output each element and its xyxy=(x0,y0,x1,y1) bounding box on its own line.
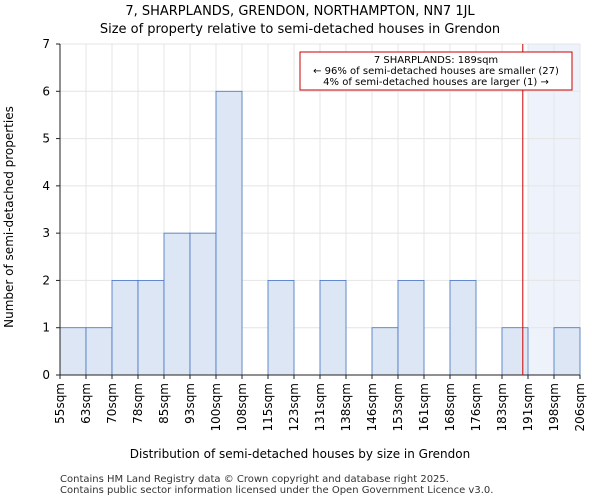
x-tick-label: 63sqm xyxy=(79,383,93,424)
x-tick-label: 70sqm xyxy=(105,383,119,424)
x-tick-label: 198sqm xyxy=(547,383,561,431)
x-tick-label: 100sqm xyxy=(209,383,223,431)
x-tick-label: 191sqm xyxy=(521,383,535,431)
y-axis-label: Number of semi-detached properties xyxy=(2,106,16,328)
y-tick-label: 7 xyxy=(42,37,50,51)
x-tick-label: 78sqm xyxy=(131,383,145,424)
x-tick-label: 206sqm xyxy=(573,383,587,431)
histogram-bar xyxy=(501,327,529,376)
x-tick-label: 55sqm xyxy=(53,383,67,424)
y-tick-label: 1 xyxy=(42,321,50,335)
annotation-line-3: 4% of semi-detached houses are larger (1… xyxy=(323,77,549,88)
chart-title: 7, SHARPLANDS, GRENDON, NORTHAMPTON, NN7… xyxy=(125,4,475,19)
x-tick-label: 176sqm xyxy=(469,383,483,431)
x-tick-label: 131sqm xyxy=(313,383,327,431)
x-tick-label: 161sqm xyxy=(417,383,431,431)
y-tick-label: 2 xyxy=(42,273,50,287)
y-tick-label: 3 xyxy=(42,226,50,240)
x-tick-label: 146sqm xyxy=(365,383,379,431)
x-axis-label: Distribution of semi-detached houses by … xyxy=(130,447,470,461)
histogram-bar xyxy=(371,327,399,376)
histogram-bar xyxy=(137,280,165,376)
annotation-line-1: 7 SHARPLANDS: 189sqm xyxy=(374,55,498,66)
histogram-bar xyxy=(449,280,477,376)
x-tick-label: 115sqm xyxy=(261,383,275,431)
y-tick-label: 6 xyxy=(42,84,50,98)
histogram-bar xyxy=(85,327,113,376)
histogram-bar xyxy=(59,327,87,376)
histogram-bar xyxy=(267,280,295,376)
x-tick-label: 108sqm xyxy=(235,383,249,431)
histogram-bar xyxy=(553,327,581,376)
histogram-bar xyxy=(189,232,217,376)
x-tick-label: 138sqm xyxy=(339,383,353,431)
y-tick-label: 4 xyxy=(42,179,50,193)
annotation-line-2: ← 96% of semi-detached houses are smalle… xyxy=(313,66,559,77)
y-tick-label: 5 xyxy=(42,132,50,146)
x-tick-label: 123sqm xyxy=(287,383,301,431)
x-tick-label: 93sqm xyxy=(183,383,197,424)
histogram-bar xyxy=(215,90,243,376)
histogram-bar xyxy=(397,280,425,376)
histogram-bar xyxy=(111,280,139,376)
footer-licence: Contains public sector information licen… xyxy=(60,485,494,496)
x-tick-label: 153sqm xyxy=(391,383,405,431)
y-tick-label: 0 xyxy=(42,368,50,382)
x-tick-label: 168sqm xyxy=(443,383,457,431)
x-tick-label: 85sqm xyxy=(157,383,171,424)
histogram-bar xyxy=(319,280,347,376)
histogram-bar xyxy=(163,232,191,376)
annotation-box xyxy=(299,51,573,91)
footer-copyright: Contains HM Land Registry data © Crown c… xyxy=(60,474,449,485)
chart-subtitle: Size of property relative to semi-detach… xyxy=(99,22,501,37)
x-tick-label: 183sqm xyxy=(495,383,509,431)
